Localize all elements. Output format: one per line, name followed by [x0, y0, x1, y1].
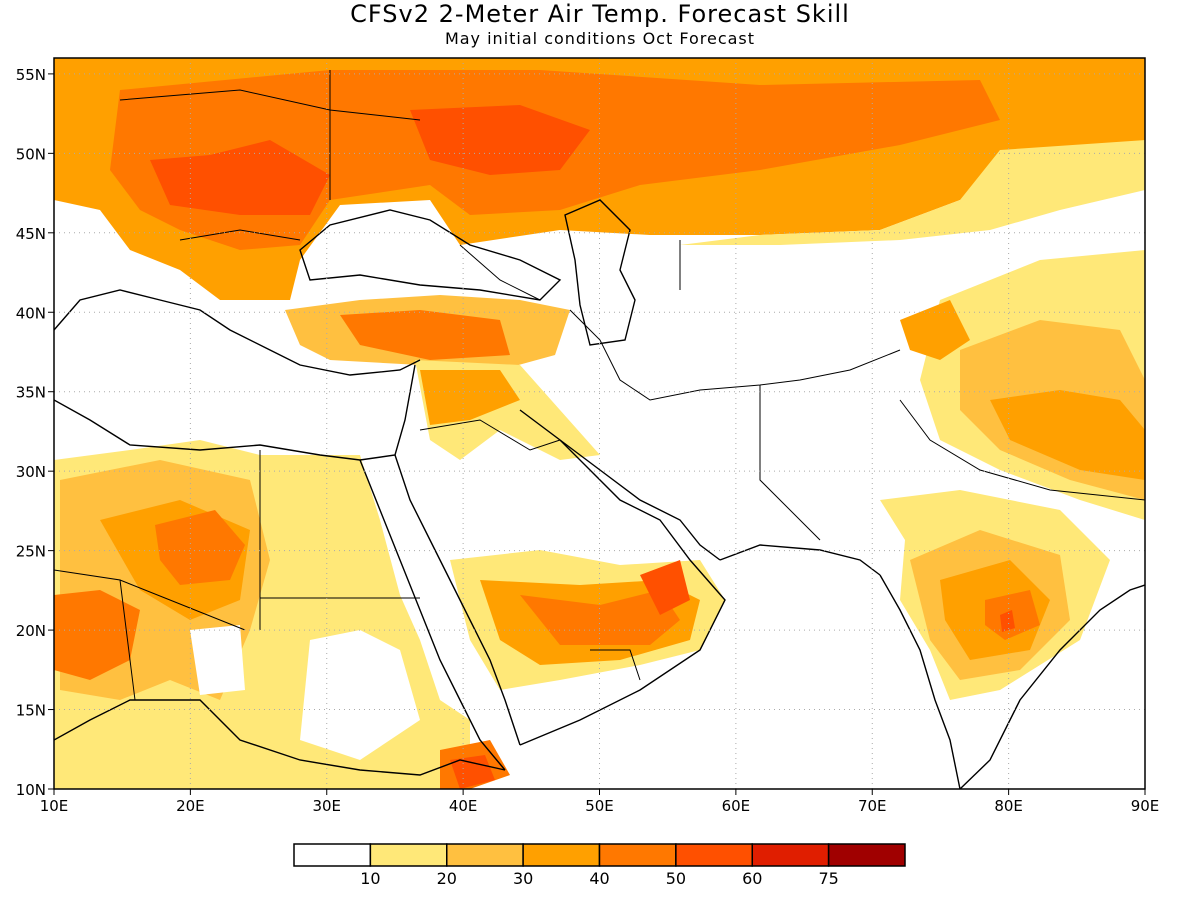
- lon-tick-label: 40E: [449, 797, 478, 815]
- axis-ticks: 10E 20E 30E 40E 50E 60E 70E 80E 90E 10N 15N 20N 25N 3…: [16, 66, 1160, 815]
- shade-russia-50: [410, 105, 590, 175]
- india-east-coast: [959, 584, 1145, 789]
- shade-europe-50: [150, 140, 330, 215]
- shade-horn-50: [450, 755, 495, 789]
- lat-tick-label: 40N: [16, 304, 46, 322]
- shade-levant-30: [420, 370, 520, 425]
- gridlines: [54, 58, 1145, 789]
- page-subtitle: May initial conditions Oct Forecast: [444, 29, 756, 48]
- shade-north-20: [680, 140, 1145, 245]
- legend-swatch: [446, 843, 524, 867]
- black-sea-coast: [299, 209, 562, 301]
- legend-swatch: [675, 843, 753, 867]
- lon-tick-label: 30E: [312, 797, 341, 815]
- shade-nafrica-50: [155, 510, 245, 585]
- lon-tick-label: 10E: [40, 797, 69, 815]
- lon-tick-label: 20E: [176, 797, 205, 815]
- shade-arabia-40: [520, 590, 680, 645]
- lat-tick-label: 15N: [16, 702, 46, 720]
- red-sea-west: [359, 459, 506, 771]
- legend-swatch: [827, 843, 906, 867]
- blank-nafrica-1: [190, 625, 245, 695]
- arabia-south-coast: [519, 409, 726, 746]
- page-title: CFSv2 2-Meter Air Temp. Forecast Skill: [350, 0, 850, 28]
- shade-india-60: [1000, 610, 1015, 632]
- lat-tick-label: 10N: [16, 781, 46, 799]
- mediterranean-south: [54, 364, 416, 461]
- legend-label: 60: [742, 869, 762, 888]
- legend-swatch: [293, 843, 372, 867]
- mediterranean-north: [54, 289, 421, 376]
- lat-tick-label: 55N: [16, 66, 46, 84]
- caspian-coast: [564, 199, 636, 346]
- lon-tick-label: 50E: [585, 797, 614, 815]
- blank-nafrica-2: [300, 630, 420, 760]
- shade-pamir-30: [900, 300, 970, 360]
- lat-tick-label: 35N: [16, 384, 46, 402]
- shade-arabia-50: [640, 560, 690, 615]
- legend-label: 10: [360, 869, 380, 888]
- legend-label: 50: [666, 869, 686, 888]
- shade-sahel-40: [54, 590, 140, 680]
- legend-swatch: [751, 843, 830, 867]
- lat-tick-label: 45N: [16, 225, 46, 243]
- lon-tick-label: 70E: [858, 797, 887, 815]
- india-west-coast: [879, 574, 961, 789]
- legend-swatch: [522, 843, 601, 867]
- legend-swatch: [598, 843, 677, 867]
- shade-tibet-40: [990, 390, 1145, 480]
- borders: [54, 70, 1145, 701]
- legend-swatch: [369, 843, 448, 867]
- lat-tick-label: 30N: [16, 463, 46, 481]
- lon-tick-label: 80E: [994, 797, 1023, 815]
- legend-label: 40: [589, 869, 609, 888]
- lon-tick-label: 90E: [1131, 797, 1160, 815]
- legend-label: 75: [818, 869, 838, 888]
- lat-tick-label: 25N: [16, 543, 46, 561]
- persian-gulf: [559, 439, 721, 561]
- lon-tick-label: 60E: [722, 797, 751, 815]
- color-legend: 10 20 30 40 50 60 75: [293, 843, 906, 888]
- shade-turkey-40: [340, 310, 510, 360]
- legend-label: 20: [437, 869, 457, 888]
- iran-pakistan-coast: [719, 544, 881, 576]
- lat-tick-label: 20N: [16, 622, 46, 640]
- lat-tick-label: 50N: [16, 145, 46, 163]
- red-sea-east: [394, 454, 521, 746]
- legend-label: 30: [513, 869, 533, 888]
